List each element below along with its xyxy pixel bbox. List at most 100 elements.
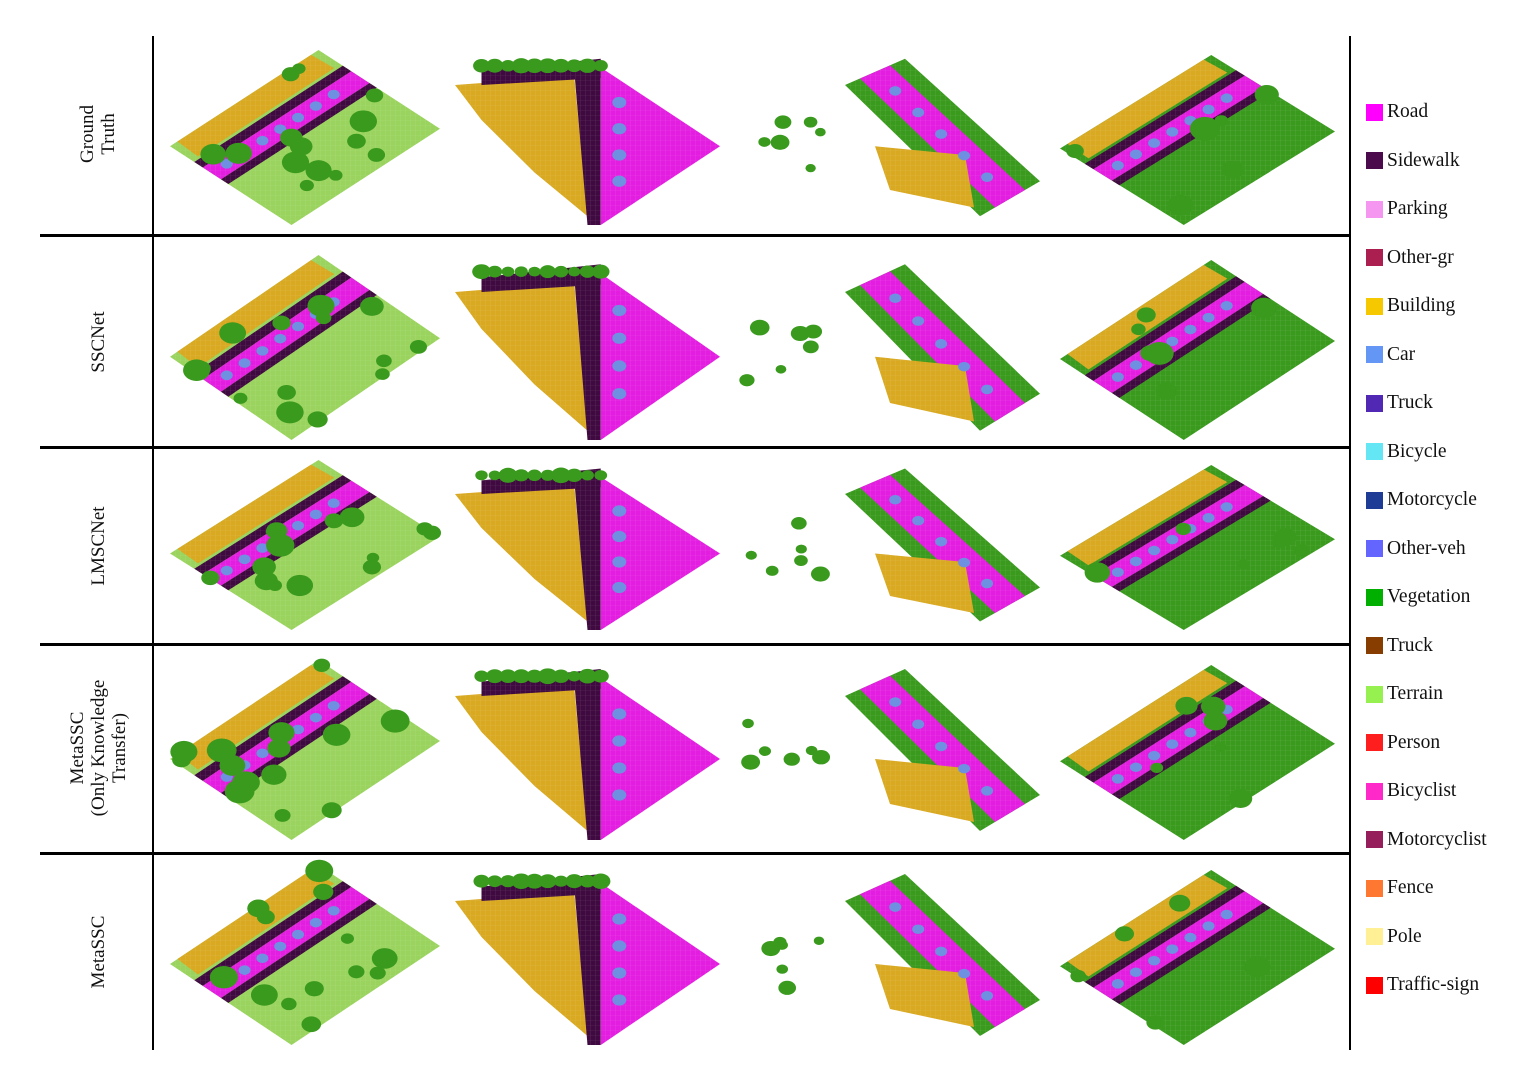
car-voxel <box>292 929 305 940</box>
building-block-texture <box>875 553 974 613</box>
vegetation-voxel <box>1084 562 1111 583</box>
vegetation-voxel <box>369 966 386 980</box>
vegetation-voxel <box>758 137 771 147</box>
legend-item: Motorcycle <box>1366 488 1477 512</box>
vegetation-voxel <box>183 359 211 381</box>
vegetation-voxel <box>567 670 581 682</box>
vegetation-voxel <box>304 981 324 997</box>
car-voxel <box>958 361 971 372</box>
sidewalk-strip-texture <box>574 480 601 630</box>
car-voxel <box>612 360 627 372</box>
building-block-texture <box>455 76 588 217</box>
vegetation-voxel <box>1131 323 1146 336</box>
vegetation-voxel <box>268 722 295 744</box>
vegetation-voxel <box>765 565 779 576</box>
building-block-texture <box>875 759 974 822</box>
legend-swatch <box>1366 831 1383 848</box>
legend-label: Bicyclist <box>1387 780 1457 801</box>
vegetation-voxel <box>775 940 788 950</box>
car-voxel <box>292 520 305 531</box>
vegetation-voxel <box>376 354 392 368</box>
car-voxel <box>1129 149 1142 160</box>
car-voxel <box>889 86 902 96</box>
vegetation-voxel <box>339 507 365 528</box>
vegetation-voxel <box>501 266 515 277</box>
legend-label: Parking <box>1387 198 1448 219</box>
legend-label: Other-gr <box>1387 246 1454 268</box>
legend-label: Vegetation <box>1387 586 1471 607</box>
car-voxel <box>309 917 322 928</box>
vegetation-voxel <box>1203 711 1228 731</box>
legend-label: Pole <box>1387 925 1422 947</box>
car-voxel <box>612 123 627 135</box>
car-voxel <box>612 505 627 517</box>
vegetation-voxel <box>500 875 516 888</box>
car-voxel <box>220 158 233 169</box>
vegetation-voxel <box>1175 522 1191 536</box>
vegetation-voxel <box>371 948 398 969</box>
legend-item: Person <box>1366 731 1440 755</box>
car-voxel <box>612 388 627 400</box>
building-block-texture <box>1067 469 1228 566</box>
sidewalk-strip-texture <box>1111 87 1271 186</box>
vegetation-voxel <box>810 566 830 582</box>
vegetation-voxel <box>776 964 789 974</box>
car-voxel <box>612 332 627 344</box>
sidewalk-strip-texture <box>1111 294 1271 398</box>
vegetation-voxel <box>315 311 332 325</box>
car-voxel <box>1166 944 1179 954</box>
vegetation-voxel <box>539 265 556 279</box>
vegetation-voxel <box>795 544 807 554</box>
vegetation-voxel <box>250 984 278 1006</box>
vegetation-voxel <box>812 750 831 765</box>
vegetation-voxel <box>1254 85 1279 105</box>
vegetation-voxel <box>581 470 594 481</box>
vegetation-voxel <box>805 164 816 173</box>
legend-item: Other-veh <box>1366 537 1466 561</box>
car-voxel <box>274 941 287 952</box>
vegetation-voxel <box>1272 537 1286 549</box>
car-voxel <box>612 304 627 317</box>
car-voxel <box>1111 978 1124 989</box>
vegetation-voxel <box>225 142 252 164</box>
sidewalk-strip-texture <box>221 899 377 1003</box>
legend-label: Truck <box>1387 392 1433 413</box>
car-voxel <box>1202 104 1215 115</box>
vegetation-voxel <box>500 59 516 72</box>
vegetation-voxel <box>578 668 597 684</box>
sidewalk-strip-texture <box>1084 276 1245 381</box>
car-voxel <box>912 515 925 526</box>
car-voxel <box>912 107 925 118</box>
vegetation-voxel <box>511 873 531 889</box>
legend-swatch <box>1366 152 1383 169</box>
legend-swatch <box>1366 540 1383 557</box>
vegetation-voxel <box>475 470 488 481</box>
car-voxel <box>958 968 971 979</box>
car-voxel <box>889 494 902 505</box>
legend-swatch <box>1366 588 1383 606</box>
car-voxel <box>1148 750 1161 761</box>
legend-label: Traffic-sign <box>1387 974 1480 995</box>
legend-swatch <box>1366 976 1383 994</box>
vegetation-voxel <box>538 58 558 74</box>
legend-swatch <box>1366 249 1383 266</box>
legend-item: Bicycle <box>1366 440 1447 464</box>
vegetation-voxel <box>1169 894 1191 912</box>
legend-item: Other-gr <box>1366 246 1454 270</box>
legend-item: Parking <box>1366 197 1448 221</box>
vegetation-voxel <box>472 264 491 280</box>
car-voxel <box>612 708 627 720</box>
vegetation-voxel <box>1136 307 1156 323</box>
car-voxel <box>1184 324 1197 335</box>
vegetation-voxel <box>1245 964 1261 976</box>
vegetation-voxel <box>790 325 810 342</box>
vegetation-voxel <box>802 340 819 354</box>
vegetation-voxel <box>219 322 247 344</box>
building-block-texture <box>455 892 588 1036</box>
vegetation-voxel <box>473 874 490 888</box>
car-voxel <box>256 135 269 146</box>
car-voxel <box>238 358 251 368</box>
road-strip-texture <box>600 477 720 630</box>
vegetation-voxel <box>486 58 504 73</box>
vegetation-voxel <box>791 517 807 530</box>
